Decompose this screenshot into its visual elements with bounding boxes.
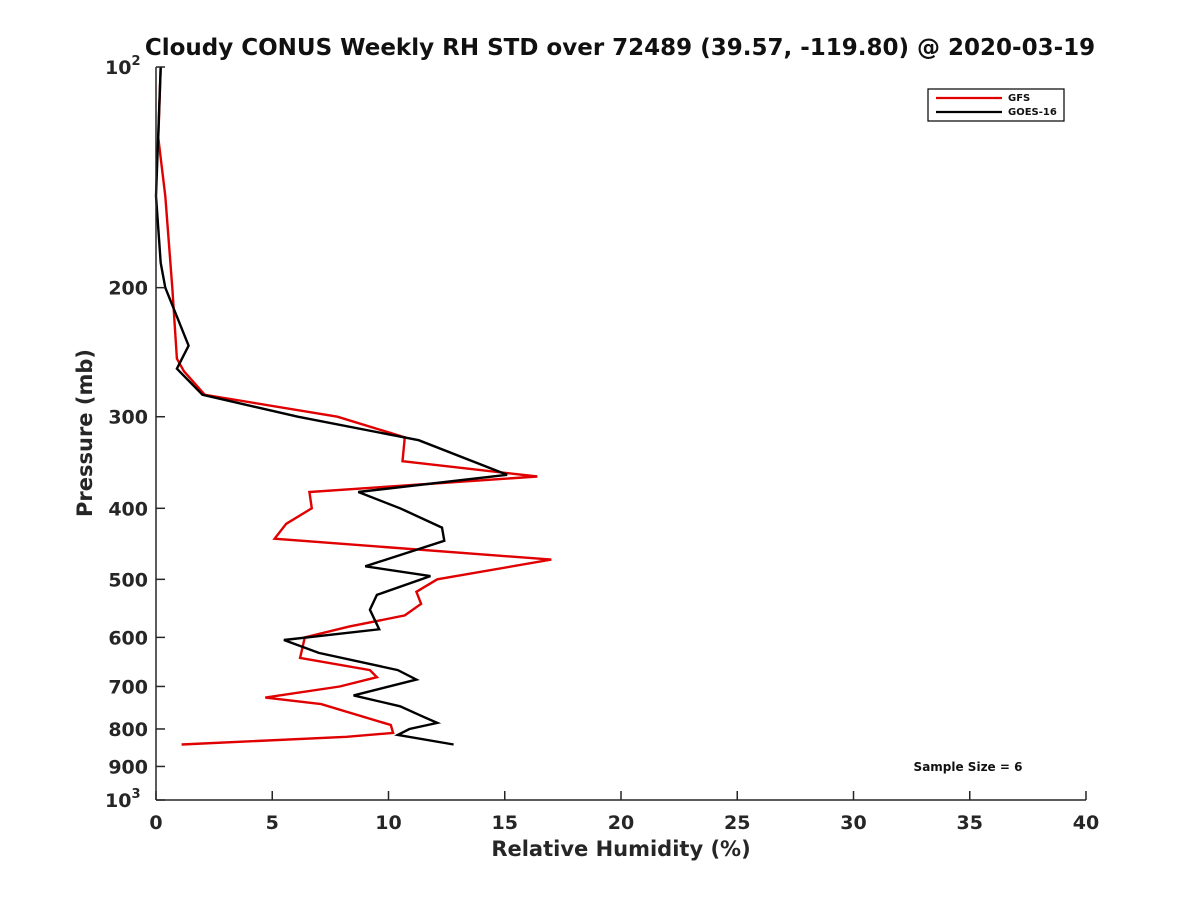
legend: GFS GOES-16 [927, 88, 1065, 122]
y-tick-label: 800 [108, 719, 148, 741]
y-tick-label: 900 [108, 756, 148, 778]
x-tick-label: 35 [957, 812, 983, 834]
x-tick-label: 20 [608, 812, 634, 834]
y-tick-label: 200 [108, 278, 148, 300]
x-tick-label: 25 [724, 812, 750, 834]
chart-title: Cloudy CONUS Weekly RH STD over 72489 (3… [145, 35, 1095, 61]
y-tick-label: 103 [105, 787, 141, 812]
y-tick-label: 600 [108, 627, 148, 649]
legend-box [927, 88, 1065, 122]
y-tick-label: 500 [108, 569, 148, 591]
x-axis-label: Relative Humidity (%) [491, 837, 750, 861]
sample-size-annotation: Sample Size = 6 [914, 760, 1023, 774]
legend-label-goes-16: GOES-16 [1008, 107, 1057, 118]
y-axis-label: Pressure (mb) [73, 349, 97, 517]
x-tick-label: 30 [840, 812, 866, 834]
y-tick-label: 102 [105, 54, 141, 79]
y-axis-ticks: 102 200 300 400 500 600 700 800 900 103 [105, 54, 165, 812]
y-tick-label: 700 [108, 676, 148, 698]
x-tick-label: 15 [492, 812, 518, 834]
x-axis-ticks: 0 5 10 15 20 25 30 35 40 [149, 791, 1099, 834]
series-line-goes-16 [154, 66, 508, 746]
x-tick-label: 10 [375, 812, 401, 834]
series-layer [154, 66, 552, 746]
legend-label-gfs: GFS [1008, 93, 1030, 104]
x-tick-label: 0 [149, 812, 162, 834]
y-tick-label: 400 [108, 498, 148, 520]
y-tick-label: 300 [108, 407, 148, 429]
x-tick-label: 5 [266, 812, 279, 834]
series-line-gfs [157, 66, 552, 746]
x-tick-label: 40 [1073, 812, 1099, 834]
